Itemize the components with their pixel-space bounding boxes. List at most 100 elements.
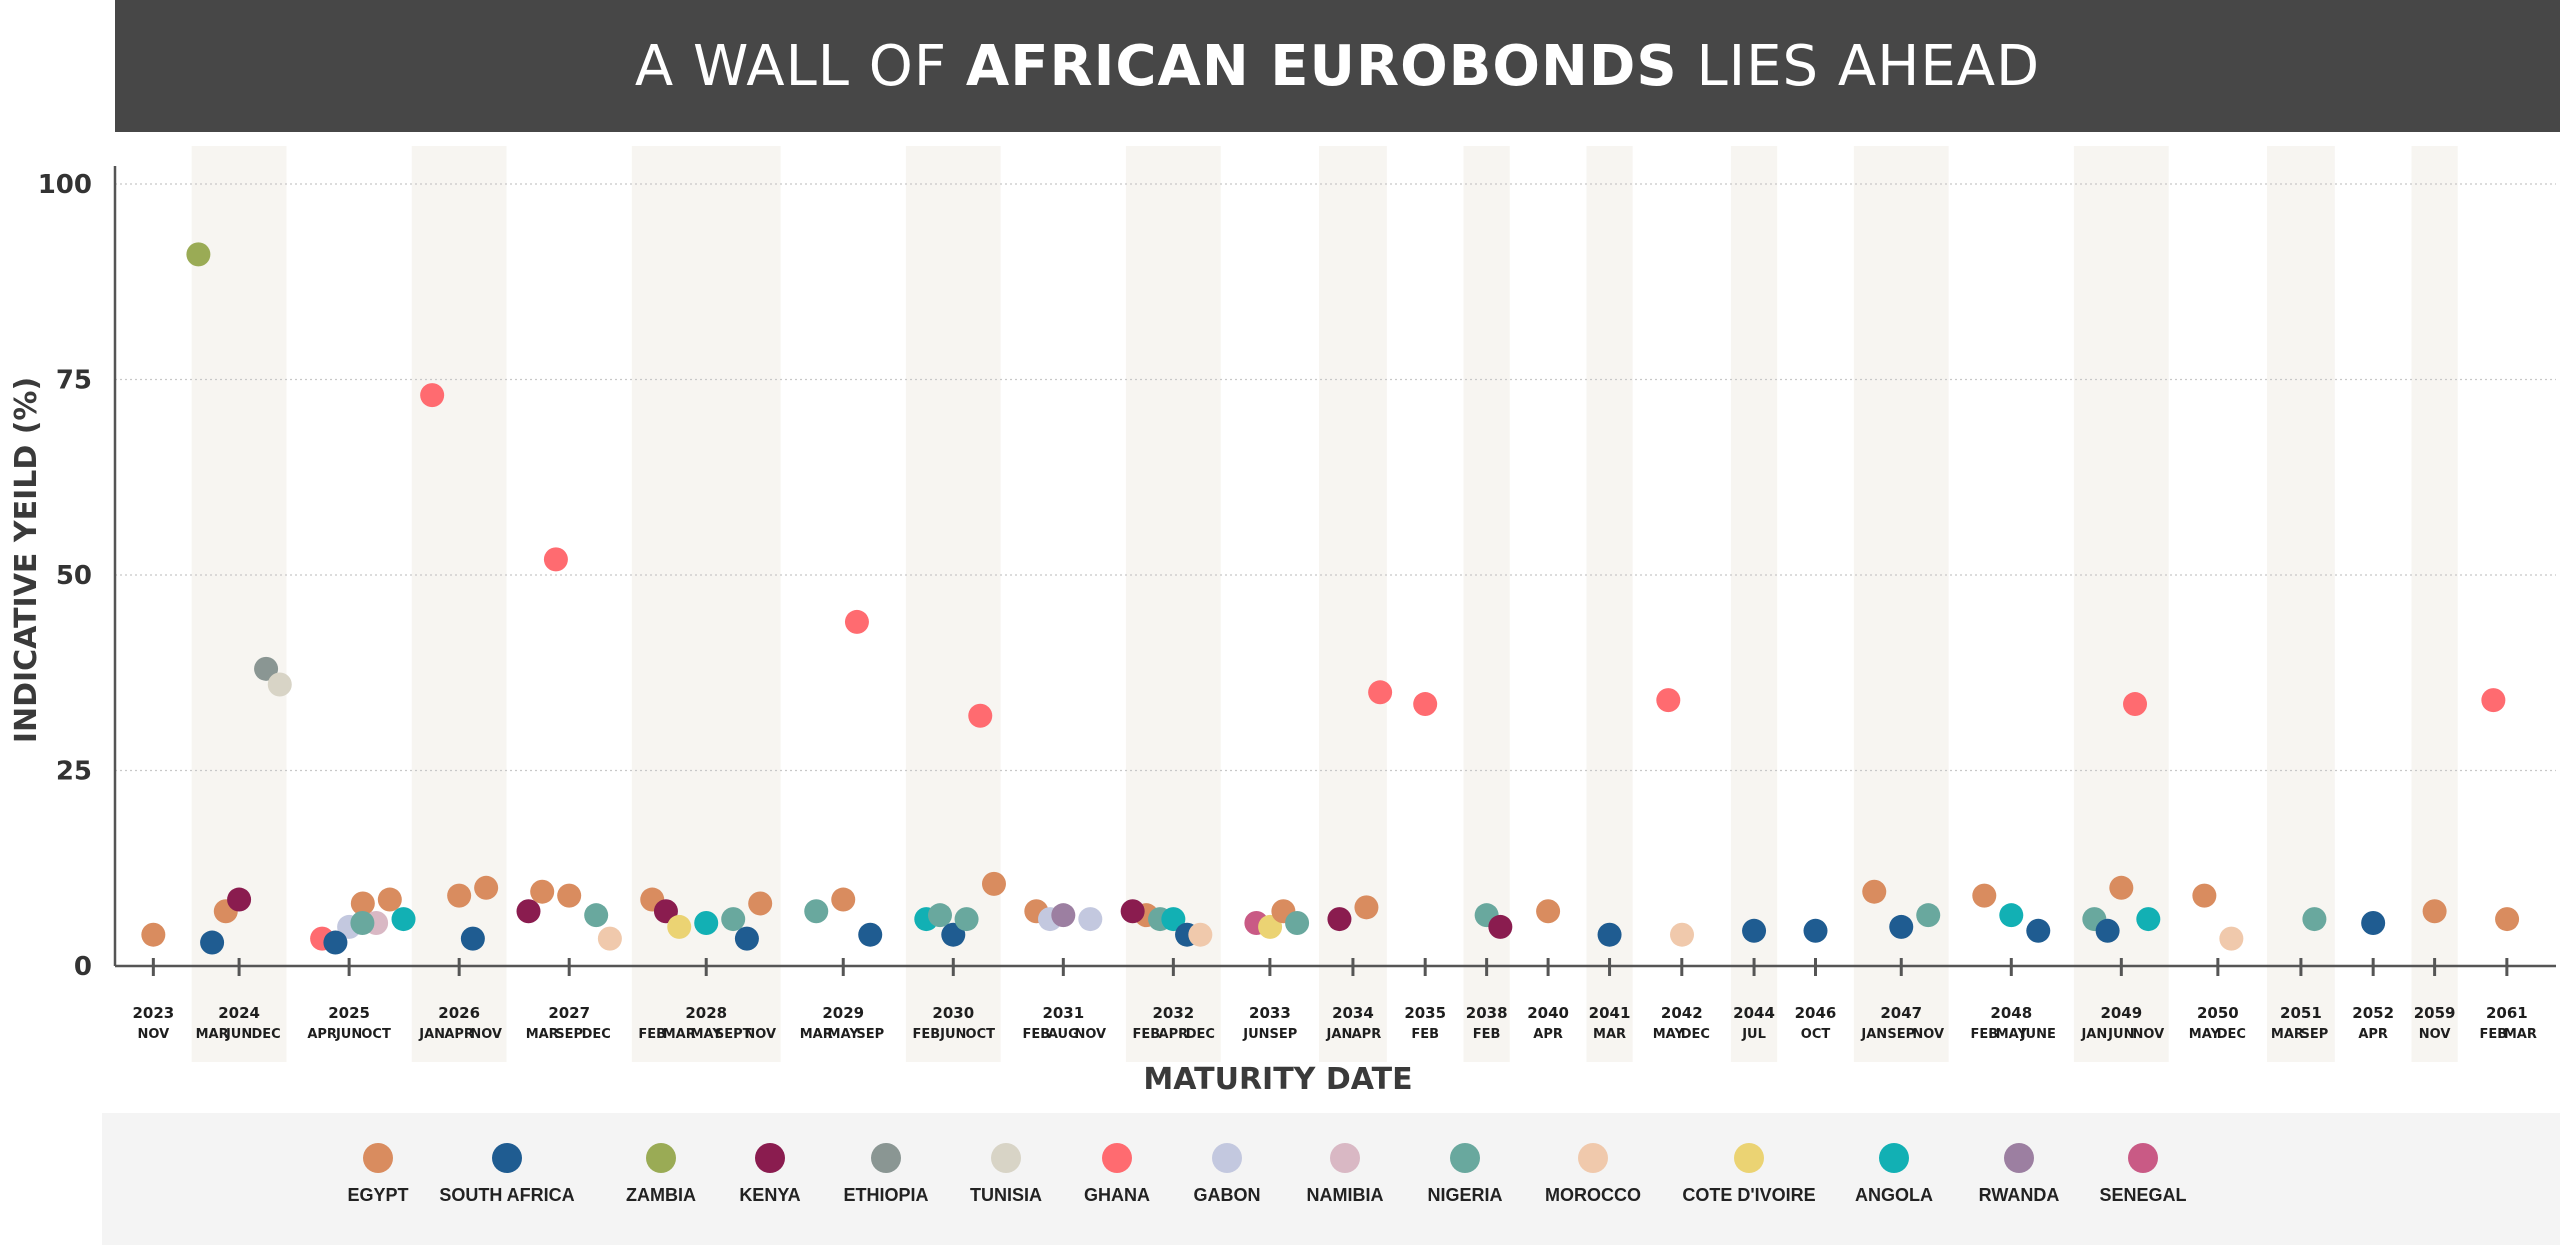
point-egypt-2027-mar <box>530 879 555 904</box>
point-south-africa-2029-sep <box>858 922 883 947</box>
point-ghana-2035-feb <box>1413 692 1438 717</box>
year-label-2031: 2031 <box>1042 1004 1084 1022</box>
point-nigeria-2051-sep <box>2302 907 2327 932</box>
month-label-2029-sep: SEP <box>856 1027 884 1042</box>
month-label-2028-feb: FEB <box>638 1027 666 1042</box>
legend-item-gabon: GABON <box>1127 1143 1327 1206</box>
point-egypt-2025-jun <box>350 891 375 916</box>
month-label-2046-oct: OCT <box>1801 1027 1831 1042</box>
legend-swatch-senegal <box>2128 1143 2158 1173</box>
point-tunisia-2024-dec <box>267 672 292 697</box>
point-gabon-2031-nov <box>1078 907 1103 932</box>
year-band-2041 <box>1586 146 1633 1062</box>
month-label-2030-jun: JUN <box>939 1027 966 1042</box>
month-label-2023-nov: NOV <box>138 1027 170 1042</box>
legend-label-angola: ANGOLA <box>1855 1185 1933 1205</box>
point-nigeria-2030-oct <box>954 907 979 932</box>
legend-item-zambia: ZAMBIA <box>561 1143 761 1206</box>
year-label-2026: 2026 <box>438 1004 480 1022</box>
legend-label-ethiopia: ETHIOPIA <box>843 1185 929 1205</box>
month-label-2035-feb: FEB <box>1411 1027 1439 1042</box>
month-label-2049-nov: NOV <box>2132 1027 2164 1042</box>
month-label-2033-jun: JUN <box>1242 1027 1269 1042</box>
point-south-africa-2025-jun <box>323 930 348 955</box>
legend-swatch-kenya <box>755 1143 785 1173</box>
point-kenya-2032-feb <box>1120 899 1145 924</box>
legend-swatch-ghana <box>1102 1143 1132 1173</box>
point-south-africa-2052-apr <box>2361 910 2386 935</box>
legend-swatch-cote-d-ivoire <box>1734 1143 1764 1173</box>
chart-title: A WALL OF AFRICAN EUROBONDS LIES AHEAD <box>635 34 2040 99</box>
point-kenya-2038-feb <box>1488 914 1513 939</box>
legend-label-tunisia: TUNISIA <box>970 1185 1042 1205</box>
year-band-2059 <box>2411 146 2458 1062</box>
year-label-2033: 2033 <box>1249 1004 1291 1022</box>
point-south-africa-2041-mar <box>1597 922 1622 947</box>
month-label-2059-nov: NOV <box>2419 1027 2451 1042</box>
year-label-2046: 2046 <box>1795 1004 1837 1022</box>
year-label-2052: 2052 <box>2352 1004 2394 1022</box>
legend-item-ethiopia: ETHIOPIA <box>786 1143 986 1206</box>
month-label-2042-dec: DEC <box>1681 1027 1710 1042</box>
year-band-2044 <box>1730 146 1778 1062</box>
point-egypt-2040-apr <box>1536 899 1561 924</box>
month-label-2041-mar: MAR <box>1593 1027 1626 1042</box>
year-label-2048: 2048 <box>1990 1004 2032 1022</box>
year-label-2042: 2042 <box>1661 1004 1703 1022</box>
point-morocco-2027-dec <box>597 926 622 951</box>
month-label-2061-mar: MAR <box>2504 1027 2537 1042</box>
month-label-2033-sep: SEP <box>1269 1027 1297 1042</box>
point-egypt-2059-nov <box>2422 899 2447 924</box>
point-ghana-2029-may <box>844 609 869 634</box>
year-label-2027: 2027 <box>548 1004 590 1022</box>
year-label-2051: 2051 <box>2280 1004 2322 1022</box>
legend-item-nigeria: NIGERIA <box>1365 1143 1565 1206</box>
month-label-2031-feb: FEB <box>1022 1027 1050 1042</box>
point-kenya-2024-jun <box>227 887 252 912</box>
month-label-2026-jan: JAN <box>418 1027 445 1042</box>
y-axis-title: INDICATIVE YEILD (%) <box>9 377 44 743</box>
title-part-2: AFRICAN EUROBONDS <box>965 33 1678 99</box>
legend-swatch-angola <box>1879 1143 1909 1173</box>
year-label-2041: 2041 <box>1589 1004 1631 1022</box>
title-bar: A WALL OF AFRICAN EUROBONDS LIES AHEAD <box>115 0 2560 132</box>
point-egypt-2034-apr <box>1354 895 1379 920</box>
month-label-2050-may: MAY <box>2189 1027 2221 1042</box>
point-egypt-2049-jun <box>2109 875 2134 900</box>
month-label-2027-mar: MAR <box>526 1027 559 1042</box>
month-label-2029-may: MAY <box>828 1027 860 1042</box>
legend-swatch-morocco <box>1578 1143 1608 1173</box>
point-angola-2049-nov <box>2136 907 2161 932</box>
point-rwanda-2031-aug <box>1051 903 1076 928</box>
point-zambia-2024-mar <box>186 242 211 267</box>
month-label-2028-nov: NOV <box>744 1027 776 1042</box>
point-kenya-2027-mar <box>516 899 541 924</box>
month-label-2047-sep: SEP <box>1887 1027 1915 1042</box>
month-label-2025-jun: JUN <box>335 1027 362 1042</box>
legend-swatch-zambia <box>646 1143 676 1173</box>
point-egypt-2048-feb <box>1972 883 1997 908</box>
month-label-2028-sept: SEPT <box>715 1027 752 1042</box>
year-band-2051 <box>2266 146 2335 1062</box>
legend-label-ghana: GHANA <box>1084 1185 1150 1205</box>
point-south-africa-2026-apr <box>460 926 485 951</box>
point-south-africa-2030-jun <box>941 922 966 947</box>
legend-swatch-ethiopia <box>871 1143 901 1173</box>
title-part-3: LIES AHEAD <box>1677 33 2041 99</box>
month-label-2044-jul: JUL <box>1741 1027 1766 1042</box>
legend-swatch-gabon <box>1212 1143 1242 1173</box>
month-label-2028-mar: MAR <box>663 1027 696 1042</box>
year-label-2040: 2040 <box>1527 1004 1569 1022</box>
point-south-africa-2024-mar <box>200 930 225 955</box>
legend-label-gabon: GABON <box>1193 1185 1261 1205</box>
point-morocco-2050-dec <box>2219 926 2244 951</box>
point-nigeria-2033-sep <box>1285 910 1310 935</box>
year-label-2061: 2061 <box>2486 1004 2528 1022</box>
point-ghana-2026-jan <box>420 383 445 408</box>
legend: EGYPT SOUTH AFRICA ZAMBIA KENYA ETHIOPIA TUNI… <box>102 1113 2560 1245</box>
point-nigeria-2030-feb <box>927 903 952 928</box>
year-label-2049: 2049 <box>2100 1004 2142 1022</box>
month-label-2030-feb: FEB <box>912 1027 940 1042</box>
month-label-2024-dec: DEC <box>251 1027 280 1042</box>
